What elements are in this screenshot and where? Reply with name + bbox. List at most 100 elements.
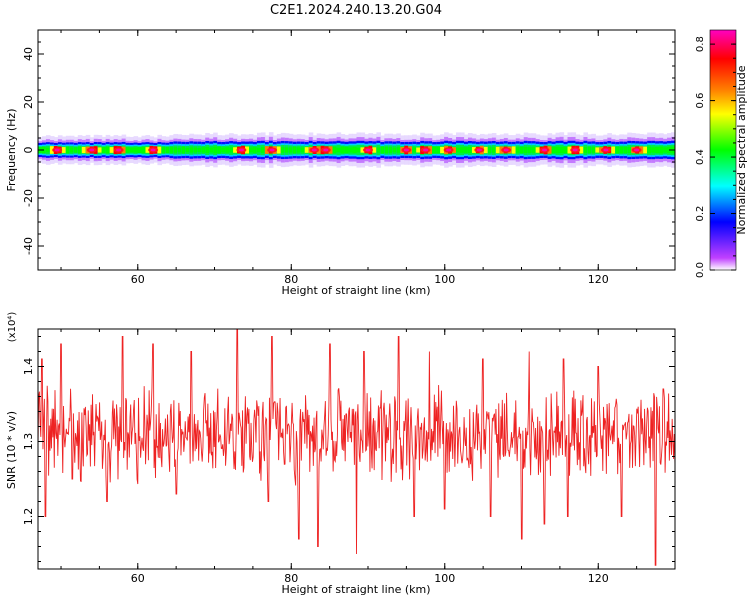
spectrogram-axes: 60 80 100 120 40 20 0 -20 -40 [22, 29, 676, 286]
y-tick-label: -40 [22, 237, 35, 255]
x-tick-label: 100 [434, 572, 455, 585]
spectrogram-cell [535, 147, 541, 153]
spectrogram-hotspot-peak [238, 148, 244, 152]
spectrogram-cell [193, 147, 198, 153]
spectrogram-cell [623, 146, 628, 154]
x-tick-label: 100 [434, 273, 455, 286]
spectrogram-cell [647, 146, 652, 154]
spectrogram-cell [181, 146, 186, 154]
spectrogram-cell [69, 147, 75, 153]
spectrogram-cell [456, 147, 461, 153]
spectrogram-cell [452, 147, 457, 153]
spectrogram-cell [252, 147, 258, 153]
spectrogram-cell [591, 147, 596, 153]
spectrogram-cell [651, 147, 656, 153]
spectrogram-cell [256, 147, 262, 153]
spectrogram-cell [388, 147, 393, 153]
spectrogram-cell [217, 146, 222, 154]
spectrogram-cell [109, 147, 115, 153]
spectrogram-cell [205, 146, 210, 154]
spectrogram-cell [276, 146, 282, 154]
spectrogram-cell [483, 146, 489, 154]
spectrogram-hotspot-peak [403, 148, 409, 152]
y-tick-label: 40 [22, 47, 35, 61]
spectrogram-cell [619, 146, 624, 154]
spectrogram-cell [137, 147, 143, 153]
spectrogram-cell [563, 146, 569, 154]
y-tick-label: 1.4 [22, 358, 35, 376]
spectrogram-cell [125, 147, 131, 153]
spectrogram-cell [260, 147, 266, 153]
spectrogram-hotspot-peak [116, 148, 122, 152]
spectrogram-cell [288, 147, 294, 153]
spectrogram-cell [595, 147, 600, 153]
chart-title: C2E1.2024.240.13.20.G04 [270, 3, 442, 18]
spectrogram-cell [61, 147, 67, 153]
spectrogram-hotspot-peak [634, 148, 640, 152]
snr-panel: 60 80 100 120 1.4 1.3 1.2 Height of straight l… [5, 312, 676, 596]
snr-axes: 60 80 100 120 1.4 1.3 1.2 [22, 329, 676, 585]
spectrogram-cell [392, 147, 397, 153]
snr-xlabel: Height of straight line (km) [281, 583, 430, 596]
spectrogram-heatmap [38, 132, 675, 168]
spectrogram-cell [197, 147, 202, 153]
snr-ylabel: SNR (10 * v/v) [5, 411, 18, 489]
spectrogram-cell [77, 146, 83, 154]
spectrogram-cell [213, 146, 218, 154]
spectrogram-cell [233, 147, 238, 153]
spectrogram-cell [523, 146, 529, 154]
spectrogram-cell [340, 146, 346, 154]
spectrogram-cell [105, 146, 111, 154]
spectrogram-cell [663, 147, 668, 153]
spectrogram-cell [611, 146, 616, 154]
spectrogram-cell [491, 147, 497, 153]
spectrogram-cell [527, 147, 533, 153]
spectrogram-cell [412, 147, 417, 153]
spectrogram-cell [97, 147, 103, 153]
spectrogram-cell [169, 147, 174, 153]
spectrogram-cell [73, 147, 79, 153]
spectrogram-ylabel: Frequency (Hz) [5, 109, 18, 192]
spectrogram-cell [129, 147, 135, 153]
spectrogram-cell [328, 146, 334, 154]
spectrogram-cell [471, 147, 477, 153]
spectrogram-cell [221, 147, 226, 153]
snr-frame [37, 328, 676, 570]
colorbar: 0.0 0.2 0.4 0.6 0.8 Normalized spectral ampl… [695, 29, 748, 278]
colorbar-label: Normalized spectral amplitude [735, 65, 748, 234]
spectrogram-cell [229, 147, 234, 153]
colorbar-tick-label: 0.8 [695, 36, 706, 52]
spectrogram-cell [185, 147, 190, 153]
spectrogram-cell [45, 147, 51, 153]
x-tick-label: 120 [588, 572, 609, 585]
colorbar-frame [709, 29, 737, 271]
spectrogram-cell [344, 147, 350, 153]
spectrogram-hotspot-peak [150, 148, 156, 152]
spectrogram-cell [440, 146, 445, 154]
spectrogram-cell [615, 146, 620, 154]
colorbar-tick-label: 0.0 [695, 262, 706, 278]
y-tick-label: 20 [22, 95, 35, 109]
y-tick-label: 1.2 [22, 508, 35, 526]
spectrogram-hotspot-peak [542, 148, 547, 152]
spectrogram-hotspot-peak [603, 148, 609, 152]
spectrogram-cell [463, 147, 469, 153]
spectrogram-cell [65, 146, 71, 154]
spectrogram-cell [515, 147, 521, 153]
spectrogram-cell [579, 146, 585, 154]
spectrogram-cell [133, 147, 139, 153]
colorbar-tick-label: 0.6 [695, 93, 706, 109]
spectrogram-cell [249, 147, 254, 153]
snr-line [38, 329, 675, 566]
spectrogram-cell [201, 147, 206, 153]
spectrogram-xlabel: Height of straight line (km) [281, 284, 430, 297]
spectrogram-cell [352, 146, 358, 154]
spectrogram-hotspot-peak [446, 148, 452, 152]
y-tick-label: -20 [22, 189, 35, 207]
spectrogram-cell [296, 147, 302, 153]
spectrogram-hotspot-peak [365, 148, 371, 152]
spectrogram-cell [655, 146, 660, 154]
spectrogram-cell [551, 146, 557, 154]
spectrogram-hotspot-peak [311, 148, 317, 152]
